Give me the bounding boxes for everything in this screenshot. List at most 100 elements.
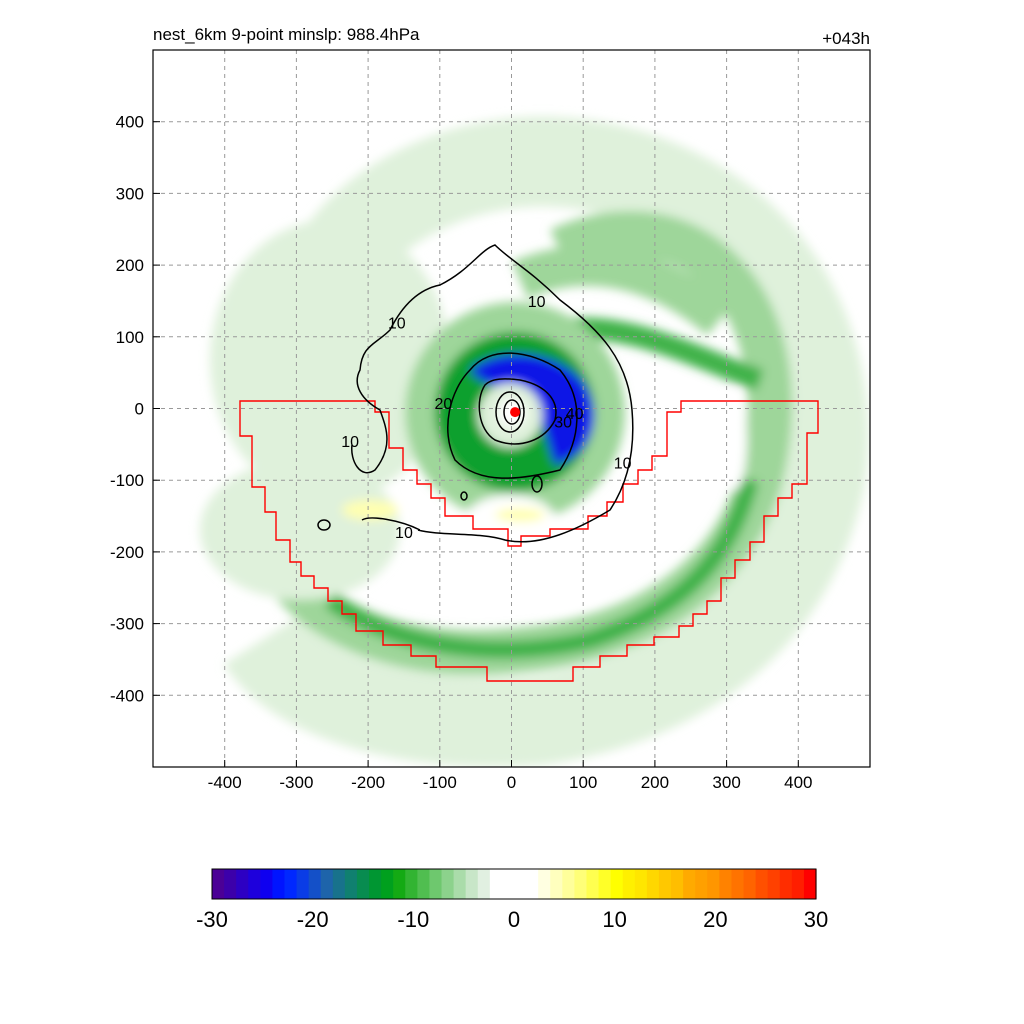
colorbar-swatch bbox=[393, 869, 406, 899]
x-tick-label: 300 bbox=[712, 773, 740, 792]
colorbar-tick-label: -30 bbox=[196, 907, 228, 932]
y-tick-label: 100 bbox=[116, 328, 144, 347]
colorbar-swatch bbox=[489, 869, 503, 899]
colorbar-swatch bbox=[514, 869, 527, 899]
colorbar-swatch bbox=[646, 869, 660, 899]
colorbar-swatch bbox=[695, 869, 708, 899]
northeast-rainband bbox=[512, 245, 733, 336]
chart-title: nest_6km 9-point minslp: 988.4hPa bbox=[153, 25, 420, 44]
colorbar-swatch bbox=[405, 869, 418, 899]
colorbar-swatch bbox=[248, 869, 261, 899]
colorbar-swatch bbox=[550, 869, 563, 899]
colorbar-swatch bbox=[296, 869, 310, 899]
contour-30 bbox=[478, 378, 557, 445]
contour-20 bbox=[447, 352, 578, 479]
colorbar-swatch bbox=[707, 869, 720, 899]
south-yellow bbox=[495, 508, 545, 522]
colorbar-swatch bbox=[562, 869, 575, 899]
colorbar-swatch bbox=[658, 869, 672, 899]
colorbar-swatch bbox=[417, 869, 431, 899]
colorbar-swatch bbox=[224, 869, 237, 899]
contour-40-a bbox=[495, 391, 525, 433]
contour-small-1 bbox=[531, 475, 543, 493]
contour-label: 10 bbox=[341, 434, 359, 451]
contour-label: 40 bbox=[566, 406, 584, 423]
colorbar-swatch bbox=[683, 869, 696, 899]
contour-small-3 bbox=[460, 491, 468, 501]
contour-10-outer bbox=[351, 244, 634, 543]
colorbar-swatch bbox=[381, 869, 394, 899]
contour-label: 20 bbox=[434, 396, 452, 413]
y-tick-label: 300 bbox=[116, 184, 144, 203]
contour-label: 10 bbox=[614, 455, 632, 472]
contour-label: 30 bbox=[554, 414, 572, 431]
y-axis: 400 300 200 100 0 -100 -200 -300 -400 bbox=[110, 113, 160, 705]
x-tick-label: 200 bbox=[641, 773, 669, 792]
colorbar-tick-label: -10 bbox=[397, 907, 429, 932]
contour-small-2 bbox=[317, 519, 331, 531]
colorbar-ticks: -30 -20 -10 0 10 20 30 bbox=[196, 907, 828, 932]
colorbar-swatch bbox=[356, 869, 370, 899]
colorbar-swatch bbox=[453, 869, 467, 899]
colorbar-swatch bbox=[743, 869, 757, 899]
contour-label: 10 bbox=[528, 294, 546, 311]
colorbar bbox=[211, 868, 817, 900]
x-tick-label: 400 bbox=[784, 773, 812, 792]
x-tick-label: -100 bbox=[423, 773, 457, 792]
colorbar-swatch bbox=[465, 869, 479, 899]
y-tick-label: -300 bbox=[110, 615, 144, 634]
x-tick-label: 100 bbox=[569, 773, 597, 792]
west-field bbox=[210, 220, 450, 500]
wind-field bbox=[200, 116, 869, 767]
colorbar-swatch bbox=[501, 869, 515, 899]
outer-rainband bbox=[224, 116, 869, 767]
x-tick-label: -400 bbox=[208, 773, 242, 792]
colorbar-swatch bbox=[441, 869, 455, 899]
colorbar-swatch bbox=[586, 869, 600, 899]
colorbar-swatch bbox=[767, 869, 781, 899]
y-tick-label: -200 bbox=[110, 543, 144, 562]
time-label: +043h bbox=[822, 29, 870, 48]
colorbar-swatch bbox=[308, 869, 322, 899]
colorbar-tick-label: 0 bbox=[508, 907, 520, 932]
colorbar-tick-label: 20 bbox=[703, 907, 727, 932]
colorbar-tick-label: 30 bbox=[804, 907, 828, 932]
colorbar-swatch bbox=[320, 869, 334, 899]
east-gap bbox=[723, 390, 747, 490]
colorbar-tick-label: 10 bbox=[602, 907, 626, 932]
y-tick-label: 0 bbox=[135, 400, 144, 419]
colorbar-swatch bbox=[429, 869, 443, 899]
colorbar-swatch bbox=[598, 869, 612, 899]
x-tick-label: -200 bbox=[351, 773, 385, 792]
colorbar-swatch bbox=[755, 869, 769, 899]
colorbar-swatch bbox=[272, 869, 286, 899]
y-tick-label: -400 bbox=[110, 686, 144, 705]
colorbar-swatch bbox=[260, 869, 273, 899]
colorbar-swatch bbox=[369, 869, 382, 899]
colorbar-swatch bbox=[212, 869, 225, 899]
contour-label: 10 bbox=[395, 525, 413, 542]
analysis-boundary bbox=[239, 400, 819, 682]
southwest-field bbox=[200, 460, 400, 600]
outer-rainband-core bbox=[324, 477, 759, 659]
colorbar-swatch bbox=[284, 869, 298, 899]
colorbar-swatch bbox=[803, 869, 817, 899]
y-tick-label: 400 bbox=[116, 113, 144, 132]
colorbar-swatch bbox=[731, 869, 745, 899]
y-tick-label: -100 bbox=[110, 471, 144, 490]
x-tick-label: 0 bbox=[507, 773, 516, 792]
eyewall-blue bbox=[470, 354, 594, 465]
colorbar-swatch bbox=[526, 869, 539, 899]
contours bbox=[317, 244, 634, 543]
x-tick-label: -300 bbox=[279, 773, 313, 792]
contour-label: 10 bbox=[388, 315, 406, 332]
southeast-gap bbox=[520, 576, 600, 604]
colorbar-swatch bbox=[236, 869, 249, 899]
y-tick-label: 200 bbox=[116, 256, 144, 275]
colorbar-frame bbox=[211, 868, 817, 900]
colorbar-swatch bbox=[634, 869, 648, 899]
colorbar-swatch bbox=[574, 869, 588, 899]
